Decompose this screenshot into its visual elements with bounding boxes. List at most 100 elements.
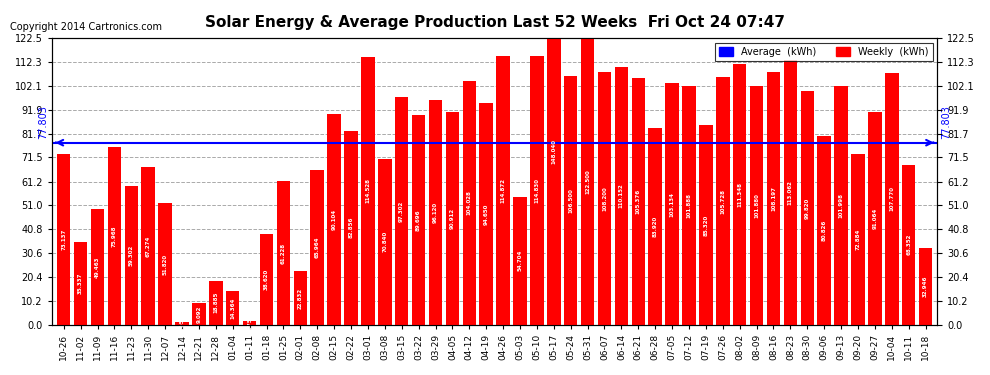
Text: 1.053: 1.053	[179, 315, 184, 332]
Text: 108.200: 108.200	[602, 186, 607, 210]
Text: 106.500: 106.500	[568, 188, 573, 213]
Bar	[125, 186, 138, 325]
Bar	[733, 64, 746, 325]
Text: 122.500: 122.500	[585, 169, 590, 194]
Bar	[328, 114, 341, 325]
Bar	[801, 91, 814, 325]
Bar	[378, 159, 392, 325]
Text: 73.137: 73.137	[61, 228, 66, 250]
Text: 108.197: 108.197	[771, 186, 776, 211]
Text: 61.228: 61.228	[281, 243, 286, 264]
Text: 68.352: 68.352	[906, 234, 911, 255]
Text: 99.820: 99.820	[805, 197, 810, 219]
Text: 91.064: 91.064	[872, 208, 877, 229]
Text: 90.912: 90.912	[449, 208, 455, 229]
Text: 65.964: 65.964	[315, 237, 320, 258]
Bar	[598, 72, 611, 325]
Bar	[361, 57, 374, 325]
Text: 67.274: 67.274	[146, 236, 150, 257]
Text: 83.920: 83.920	[652, 216, 657, 237]
Bar	[868, 112, 882, 325]
Bar	[699, 125, 713, 325]
Text: 111.348: 111.348	[738, 182, 742, 207]
Bar	[581, 38, 594, 325]
Bar	[513, 197, 527, 325]
Text: 72.884: 72.884	[855, 229, 860, 250]
Bar	[665, 83, 679, 325]
Bar	[818, 136, 831, 325]
Bar	[749, 86, 763, 325]
Text: 85.320: 85.320	[703, 214, 709, 236]
Text: 70.840: 70.840	[382, 231, 387, 252]
Text: 148.040: 148.040	[551, 139, 556, 164]
Bar	[919, 248, 933, 325]
Text: 1.752: 1.752	[248, 314, 252, 332]
Bar	[615, 67, 628, 325]
Bar	[158, 204, 172, 325]
Bar	[885, 73, 899, 325]
Bar	[91, 209, 104, 325]
Bar	[175, 322, 189, 325]
Bar	[851, 154, 864, 325]
Text: 14.364: 14.364	[231, 297, 236, 319]
Bar	[108, 147, 121, 325]
Text: 80.826: 80.826	[822, 219, 827, 241]
Text: 96.120: 96.120	[433, 202, 438, 223]
Bar	[345, 131, 357, 325]
Text: 22.832: 22.832	[298, 288, 303, 309]
Bar	[564, 75, 577, 325]
Bar	[682, 86, 696, 325]
Text: 103.134: 103.134	[669, 192, 674, 217]
Bar	[784, 60, 797, 325]
Text: 51.820: 51.820	[162, 254, 167, 274]
Text: 75.968: 75.968	[112, 225, 117, 247]
Bar	[294, 271, 307, 325]
Bar	[57, 154, 70, 325]
Bar	[412, 115, 426, 325]
Bar	[462, 81, 476, 325]
Text: 49.463: 49.463	[95, 256, 100, 278]
Bar	[530, 56, 544, 325]
Bar	[835, 86, 847, 325]
Text: 105.728: 105.728	[721, 189, 726, 213]
Bar	[479, 103, 493, 325]
Bar	[395, 97, 409, 325]
Bar	[902, 165, 916, 325]
Bar	[192, 303, 206, 325]
Title: Solar Energy & Average Production Last 52 Weeks  Fri Oct 24 07:47: Solar Energy & Average Production Last 5…	[205, 15, 785, 30]
Bar	[648, 128, 662, 325]
Text: 101.880: 101.880	[754, 193, 759, 218]
Bar	[74, 242, 87, 325]
Bar	[243, 321, 256, 325]
Bar	[259, 234, 273, 325]
Text: 89.696: 89.696	[416, 209, 421, 231]
Text: 32.946: 32.946	[923, 276, 928, 297]
Text: 38.620: 38.620	[264, 269, 269, 290]
Text: 59.302: 59.302	[129, 245, 134, 266]
Bar	[276, 182, 290, 325]
Text: 114.528: 114.528	[365, 178, 370, 203]
Text: 114.872: 114.872	[501, 178, 506, 203]
Bar	[716, 77, 730, 325]
Text: 35.337: 35.337	[78, 273, 83, 294]
Text: 104.028: 104.028	[467, 190, 472, 216]
Text: 94.650: 94.650	[484, 203, 489, 225]
Text: 97.302: 97.302	[399, 200, 404, 222]
Bar	[547, 0, 560, 325]
Bar	[429, 100, 443, 325]
Bar	[632, 78, 645, 325]
Text: 107.770: 107.770	[889, 186, 894, 211]
Legend: Average  (kWh), Weekly  (kWh): Average (kWh), Weekly (kWh)	[715, 43, 933, 61]
Text: 9.092: 9.092	[196, 305, 201, 323]
Bar	[209, 280, 223, 325]
Bar	[446, 112, 459, 325]
Text: 101.888: 101.888	[686, 193, 691, 218]
Text: 114.830: 114.830	[535, 178, 540, 203]
Bar	[142, 167, 155, 325]
Text: 113.062: 113.062	[788, 180, 793, 205]
Text: 77.803: 77.803	[940, 105, 950, 139]
Bar	[766, 72, 780, 325]
Text: 77.803: 77.803	[39, 105, 49, 139]
Text: 110.152: 110.152	[619, 183, 624, 208]
Text: 105.376: 105.376	[636, 189, 641, 214]
